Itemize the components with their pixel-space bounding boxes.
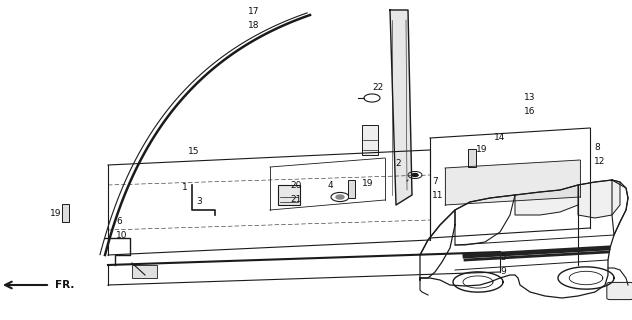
Text: 9: 9 <box>500 268 506 276</box>
Bar <box>62 204 69 222</box>
Text: 3: 3 <box>196 197 202 206</box>
Bar <box>132 265 157 278</box>
Polygon shape <box>515 185 578 215</box>
Text: 20: 20 <box>290 180 301 189</box>
Text: 19: 19 <box>50 209 61 218</box>
Text: 7: 7 <box>432 178 438 187</box>
Text: 22: 22 <box>372 84 383 92</box>
Circle shape <box>336 195 344 199</box>
Text: 10: 10 <box>116 231 128 241</box>
Text: 21: 21 <box>290 195 301 204</box>
Text: 8: 8 <box>594 143 600 153</box>
Text: 15: 15 <box>188 148 200 156</box>
Text: 5: 5 <box>500 253 506 262</box>
Text: 6: 6 <box>116 218 122 227</box>
FancyBboxPatch shape <box>607 283 632 300</box>
Bar <box>468 149 476 167</box>
Text: 19: 19 <box>362 179 374 188</box>
Polygon shape <box>390 10 412 205</box>
Text: 1: 1 <box>182 183 188 193</box>
Text: 13: 13 <box>524 93 535 102</box>
Text: 18: 18 <box>248 21 260 30</box>
Text: 14: 14 <box>494 133 506 142</box>
Text: 12: 12 <box>594 157 605 166</box>
Bar <box>362 125 378 155</box>
Circle shape <box>412 173 418 177</box>
Text: 17: 17 <box>248 7 260 17</box>
Text: FR.: FR. <box>55 280 75 290</box>
Text: 11: 11 <box>432 191 444 201</box>
Text: 19: 19 <box>476 146 487 155</box>
Text: 16: 16 <box>524 108 535 116</box>
Text: 4: 4 <box>328 181 334 190</box>
Bar <box>348 180 355 198</box>
Polygon shape <box>578 180 620 218</box>
Bar <box>278 185 300 205</box>
Text: 2: 2 <box>395 159 401 169</box>
Polygon shape <box>445 160 580 205</box>
